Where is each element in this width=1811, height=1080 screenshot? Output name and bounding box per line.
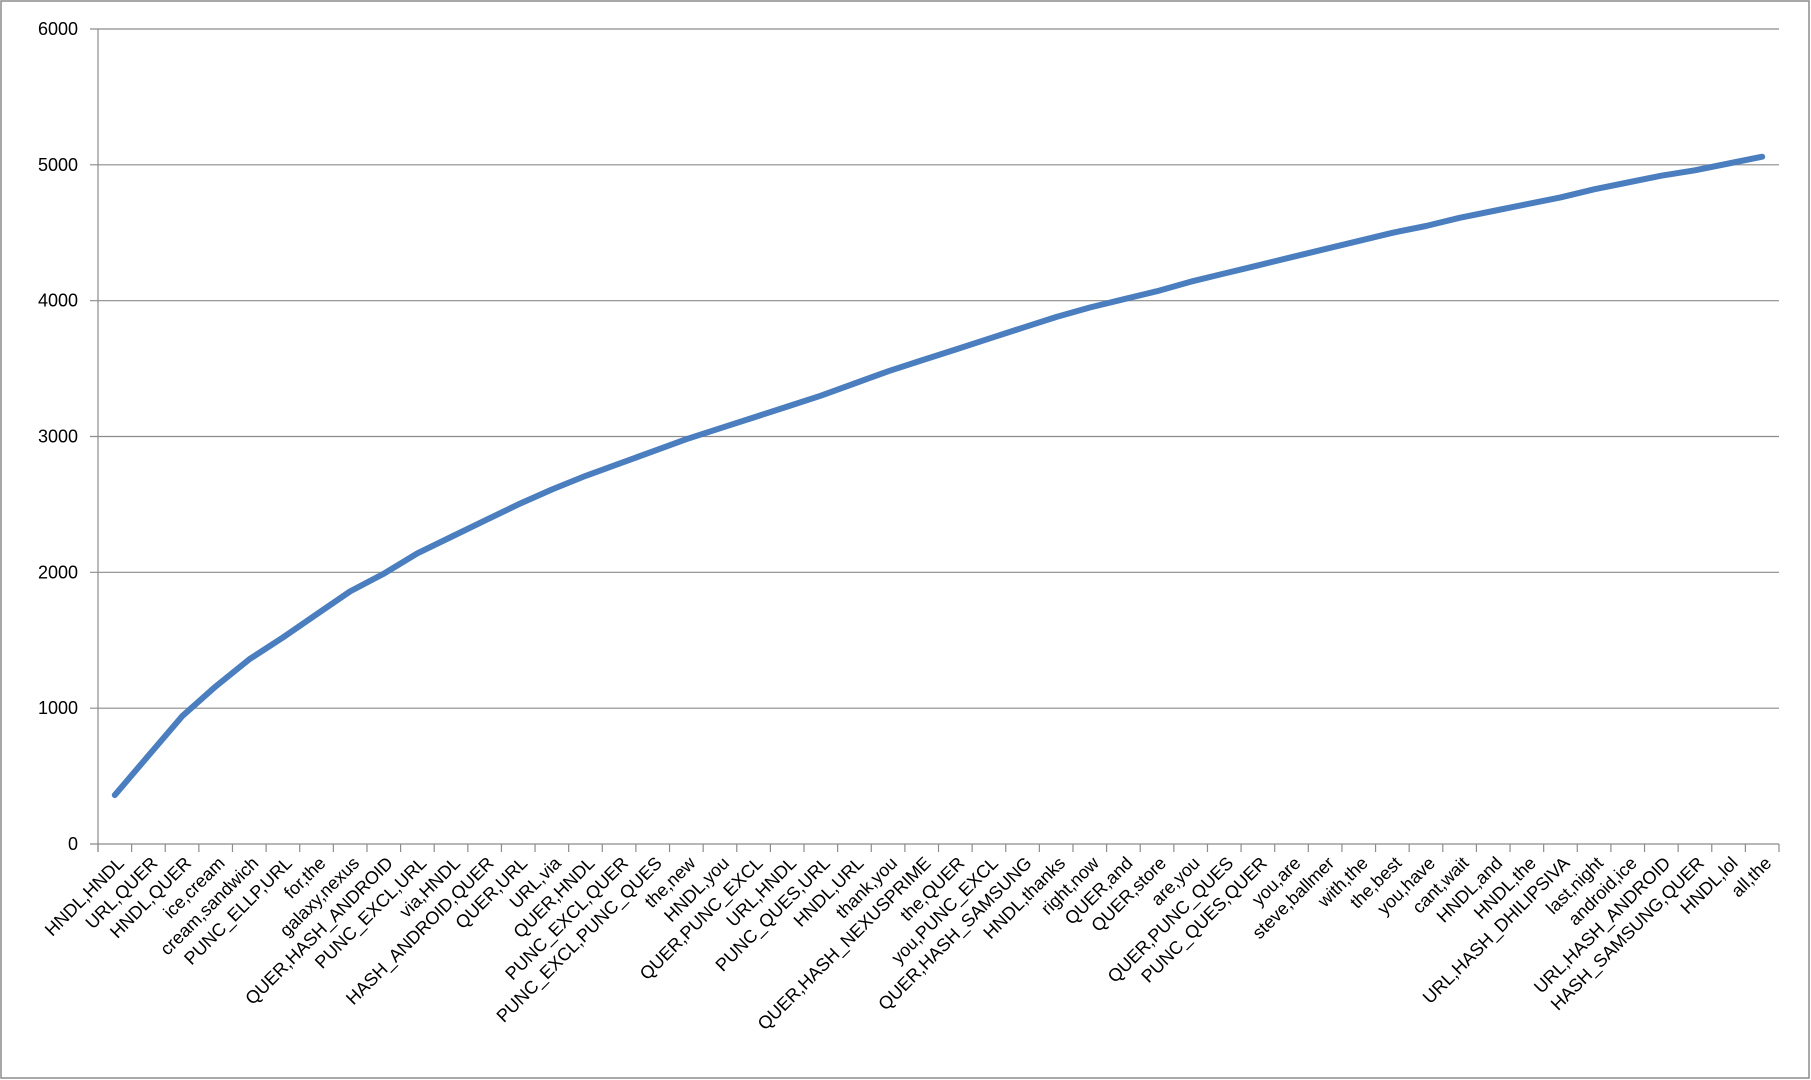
line [111, 153, 1766, 799]
y-tick-label: 0 [68, 834, 78, 854]
y-tick-label: 5000 [38, 155, 78, 175]
y-tick-label: 1000 [38, 698, 78, 718]
y-tick-label: 6000 [38, 19, 78, 39]
y-tick-label: 2000 [38, 562, 78, 582]
y-tick-label: 4000 [38, 291, 78, 311]
y-tick-label: 3000 [38, 427, 78, 447]
